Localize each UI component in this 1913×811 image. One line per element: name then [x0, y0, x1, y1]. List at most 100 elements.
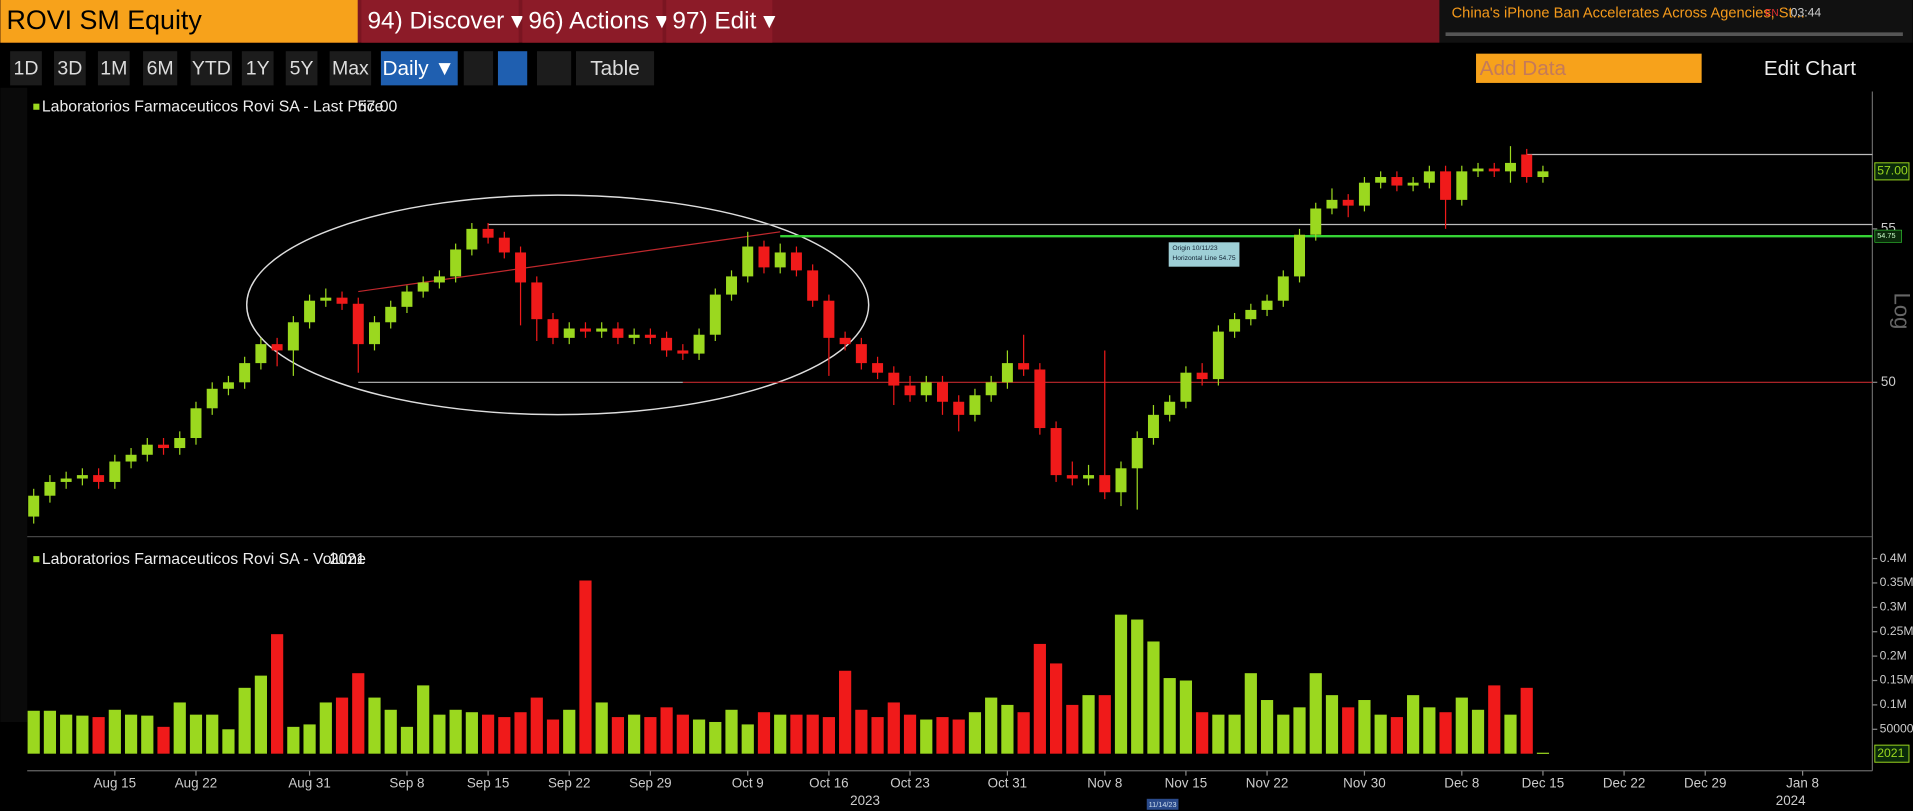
candle-body	[1472, 168, 1484, 172]
volume-bar	[417, 685, 430, 754]
icon-button[interactable]	[536, 51, 572, 86]
legend-swatch	[33, 556, 40, 563]
crosshair-date: 11/14/23	[1149, 800, 1177, 809]
candle-body	[709, 294, 721, 335]
volume-bar	[530, 697, 543, 754]
frequency-button[interactable]	[380, 51, 458, 86]
y-tick-label: 0.2M	[1880, 648, 1907, 662]
range-button[interactable]	[241, 51, 274, 86]
range-button[interactable]	[143, 51, 178, 86]
security-box[interactable]	[0, 0, 358, 43]
volume-bar	[1228, 714, 1241, 754]
y-tick-label: 0.15M	[1880, 673, 1913, 687]
menu-label: 97) Edit ▾	[672, 7, 775, 34]
volume-bar	[1082, 695, 1095, 754]
range-button[interactable]	[285, 51, 318, 86]
x-tick-label: Dec 22	[1603, 776, 1645, 791]
y-tick-label: 50000	[1880, 722, 1913, 736]
y-tick-label: 0.4M	[1880, 551, 1907, 565]
volume-bar	[546, 719, 560, 754]
volume-bar	[271, 634, 284, 754]
candle-body	[807, 270, 819, 301]
candle-body	[1083, 475, 1095, 479]
x-tick-label: Nov 8	[1087, 776, 1122, 791]
candle-body	[790, 252, 802, 271]
candle-body	[158, 444, 170, 449]
volume-bar	[887, 702, 900, 754]
icon-button[interactable]	[463, 51, 494, 86]
menu-button[interactable]	[361, 0, 519, 43]
price-legend: Laboratorios Farmaceuticos Rovi SA - Las…	[42, 99, 384, 116]
volume-bar	[384, 709, 397, 754]
table-button[interactable]	[576, 51, 655, 86]
range-button[interactable]	[97, 51, 130, 86]
candle-body	[287, 322, 299, 351]
candle-body	[1537, 171, 1549, 178]
level-tag-label: 54.75	[1877, 231, 1895, 240]
candle-body	[28, 495, 40, 517]
candle-body	[855, 344, 867, 364]
candle-body	[579, 328, 591, 332]
y-tick-label: 0.25M	[1880, 624, 1913, 638]
candle-body	[1358, 182, 1370, 206]
volume-bar	[968, 712, 982, 754]
candle-body	[352, 303, 364, 345]
candle-body	[498, 237, 510, 253]
menu-button[interactable]	[522, 0, 663, 43]
volume-bar	[352, 673, 365, 754]
icon-button[interactable]	[497, 51, 528, 86]
range-label: 1D	[14, 58, 39, 80]
volume-bar	[1455, 697, 1468, 754]
candle-body	[401, 291, 413, 307]
x-tick-label: Dec 15	[1522, 776, 1564, 791]
volume-bar	[157, 726, 170, 754]
range-button[interactable]	[54, 51, 86, 86]
x-tick-label: Dec 8	[1444, 776, 1479, 791]
candle-body	[693, 334, 705, 354]
candle-body	[742, 246, 754, 277]
x-tick-label: Oct 16	[809, 776, 849, 791]
volume-bar	[1212, 714, 1225, 754]
volume-legend: Laboratorios Farmaceuticos Rovi SA - Vol…	[42, 551, 366, 568]
candle-body	[239, 363, 251, 383]
candle-body	[1066, 475, 1078, 479]
range-label: 6M	[147, 58, 174, 80]
volume-bar	[692, 719, 706, 754]
volume-bar	[1277, 714, 1290, 754]
x-tick-label: Aug 31	[288, 776, 331, 791]
candle-body	[644, 334, 656, 338]
add-data-box[interactable]	[1476, 53, 1702, 83]
candle-body	[320, 297, 332, 301]
candle-body	[1504, 162, 1516, 172]
candle-body	[726, 276, 738, 295]
candle-body	[969, 395, 981, 415]
menu-button[interactable]	[666, 0, 773, 43]
news-lang: EN	[1765, 8, 1779, 19]
volume-bar	[449, 709, 462, 754]
candle-body	[1423, 171, 1435, 183]
volume-bar	[481, 714, 495, 754]
last-volume-box	[1874, 744, 1910, 763]
edit-chart[interactable]: Edit Chart	[1764, 57, 1856, 80]
range-button[interactable]	[10, 51, 42, 86]
candle-body	[76, 475, 88, 479]
volume-bar	[368, 697, 381, 754]
annotation-text: Horizontal Line 54.75	[1172, 255, 1235, 262]
volume-bar	[141, 715, 154, 754]
volume-bar	[465, 712, 478, 754]
range-button[interactable]	[190, 51, 233, 86]
candle-body	[1001, 363, 1013, 383]
volume-bar	[741, 724, 754, 754]
x-tick-label: Sep 22	[548, 776, 591, 791]
volume-bar	[1179, 680, 1193, 754]
x-tick-label: Dec 29	[1684, 776, 1726, 791]
volume-bar	[1390, 717, 1403, 754]
volume-bar	[822, 717, 835, 754]
range-button[interactable]	[329, 51, 372, 86]
x-tick-label: Aug 22	[175, 776, 218, 791]
candle-body	[596, 328, 608, 332]
candle-body	[385, 306, 397, 323]
candle-body	[1018, 363, 1030, 370]
candle-body	[1034, 369, 1046, 429]
volume-bar	[936, 717, 949, 754]
